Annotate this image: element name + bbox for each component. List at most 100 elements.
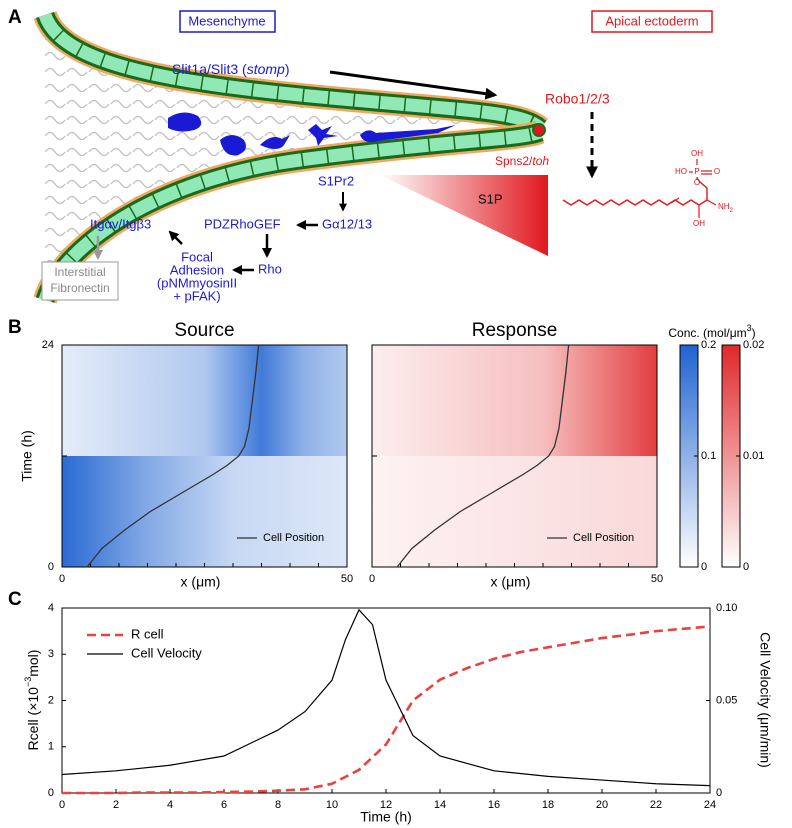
label: Interstitial: [54, 265, 105, 279]
x-tick-label: 50: [651, 573, 663, 585]
label: O: [714, 167, 720, 176]
colorbar-tick-label: 0.1: [701, 450, 716, 462]
label: S1P: [478, 191, 503, 206]
colorbar-tick-label: 0: [701, 561, 707, 573]
heatmap-field: [372, 345, 657, 456]
label: S1Pr2: [318, 173, 354, 188]
label-part: ): [285, 61, 290, 77]
label-part: Rcell (×10: [25, 687, 41, 751]
y2-tick-label: 0.10: [716, 602, 737, 614]
y-tick-label: 1: [48, 741, 54, 753]
label: PDZRhoGEF: [204, 216, 281, 231]
label: (pNMmyosinII: [157, 275, 237, 290]
label: NH2: [718, 202, 734, 213]
label: Spns2/toh: [495, 154, 549, 168]
tip-cell: [532, 123, 546, 137]
x-tick-label: 0: [59, 799, 65, 811]
fin-fold: [33, 10, 549, 305]
label: O: [694, 178, 700, 187]
axis-label: Conc. (mol/μm3): [668, 323, 755, 340]
y2-axis-label: Cell Velocity (μm/min): [757, 632, 773, 768]
label-part: Slit1a/Slit3 (: [172, 61, 247, 77]
series-line: [61, 608, 711, 787]
plot-title: Source: [174, 320, 234, 341]
y-tick-label: 0: [48, 787, 54, 799]
x-axis-label: x (μm): [181, 574, 221, 590]
box: [179, 10, 276, 33]
label: Itgαv/Itgβ3: [90, 216, 151, 231]
y-tick-label: 0: [48, 561, 54, 573]
y-tick-label: 24: [42, 339, 54, 351]
x-axis-label: x (μm): [491, 574, 531, 590]
colorbar-tick-label: 0: [743, 561, 749, 573]
x-tick-label: 18: [542, 799, 554, 811]
box: [41, 261, 119, 301]
cell-position-line: [396, 344, 570, 568]
axis-label: Rcell (×10−3mol): [23, 650, 40, 751]
s1p-molecule: [562, 159, 717, 218]
label: OH: [693, 219, 705, 228]
y-tick-label: 2: [48, 694, 54, 706]
label: Mesenchyme: [188, 13, 265, 28]
x-tick-label: 20: [596, 799, 608, 811]
x-tick-label: 0: [369, 573, 375, 585]
label: Rho: [258, 261, 282, 276]
panel-label: C: [8, 589, 22, 610]
label: Gα12/13: [322, 216, 372, 231]
panel-label: A: [8, 7, 22, 28]
y-tick-label: 3: [48, 648, 54, 660]
x-tick-label: 6: [221, 799, 227, 811]
label: Focal: [181, 249, 213, 264]
label-part: 3: [747, 323, 752, 333]
label-part: 2: [730, 208, 734, 214]
y2-tick-label: 0: [716, 787, 722, 799]
x-tick-label: 2: [113, 799, 119, 811]
label: + pFAK): [173, 288, 220, 303]
colorbar-tick-label: 0.2: [701, 339, 716, 351]
migrating-cells: [168, 112, 456, 156]
y-tick-label: 4: [48, 602, 54, 614]
arrow: [168, 230, 183, 245]
series-line: [62, 625, 711, 795]
plot-title: Response: [472, 320, 558, 341]
colorbar-tick-label: 0.01: [743, 450, 764, 462]
x-tick-label: 14: [434, 799, 446, 811]
x-tick-label: 12: [380, 799, 392, 811]
x-tick-label: 22: [650, 799, 662, 811]
x-tick-label: 24: [704, 799, 716, 811]
heatmap-field: [372, 456, 657, 567]
label-part: Conc. (mol/μm: [668, 326, 746, 340]
label: Slit1a/Slit3 (stomp): [172, 61, 290, 77]
label-part: −3: [23, 677, 33, 687]
x-tick-label: 8: [275, 799, 281, 811]
panel-a: A Mesenchyme Apical ectoderm Slit1a/Slit…: [8, 7, 734, 305]
label-part: mol): [25, 650, 41, 677]
panel-label: B: [8, 317, 22, 338]
label: P: [694, 167, 699, 176]
x-tick-label: 10: [326, 799, 338, 811]
label-part: ): [752, 326, 756, 340]
legend-label: Cell Position: [573, 532, 634, 544]
box: [591, 10, 713, 33]
heatmap-field: [62, 345, 347, 456]
legend-label: R cell: [131, 626, 164, 641]
s1p-gradient: [380, 175, 548, 256]
y2-tick-label: 0.05: [716, 694, 737, 706]
label-part: toh: [532, 154, 549, 168]
label: OH: [691, 149, 703, 158]
x-tick-label: 0: [59, 573, 65, 585]
x-axis-label: Time (h): [360, 809, 412, 825]
colorbar-tick-label: 0.02: [743, 339, 764, 351]
x-tick-label: 50: [341, 573, 353, 585]
x-tick-label: 16: [488, 799, 500, 811]
cell-position-line: [86, 344, 260, 568]
label-part: Spns2/: [495, 154, 533, 168]
label-part: stomp: [247, 61, 285, 77]
heatmap-field: [62, 456, 347, 567]
label: Apical ectoderm: [605, 13, 698, 28]
label: Robo1/2/3: [545, 91, 610, 107]
legend-label: Cell Velocity: [131, 645, 202, 660]
legend-label: Cell Position: [263, 532, 324, 544]
